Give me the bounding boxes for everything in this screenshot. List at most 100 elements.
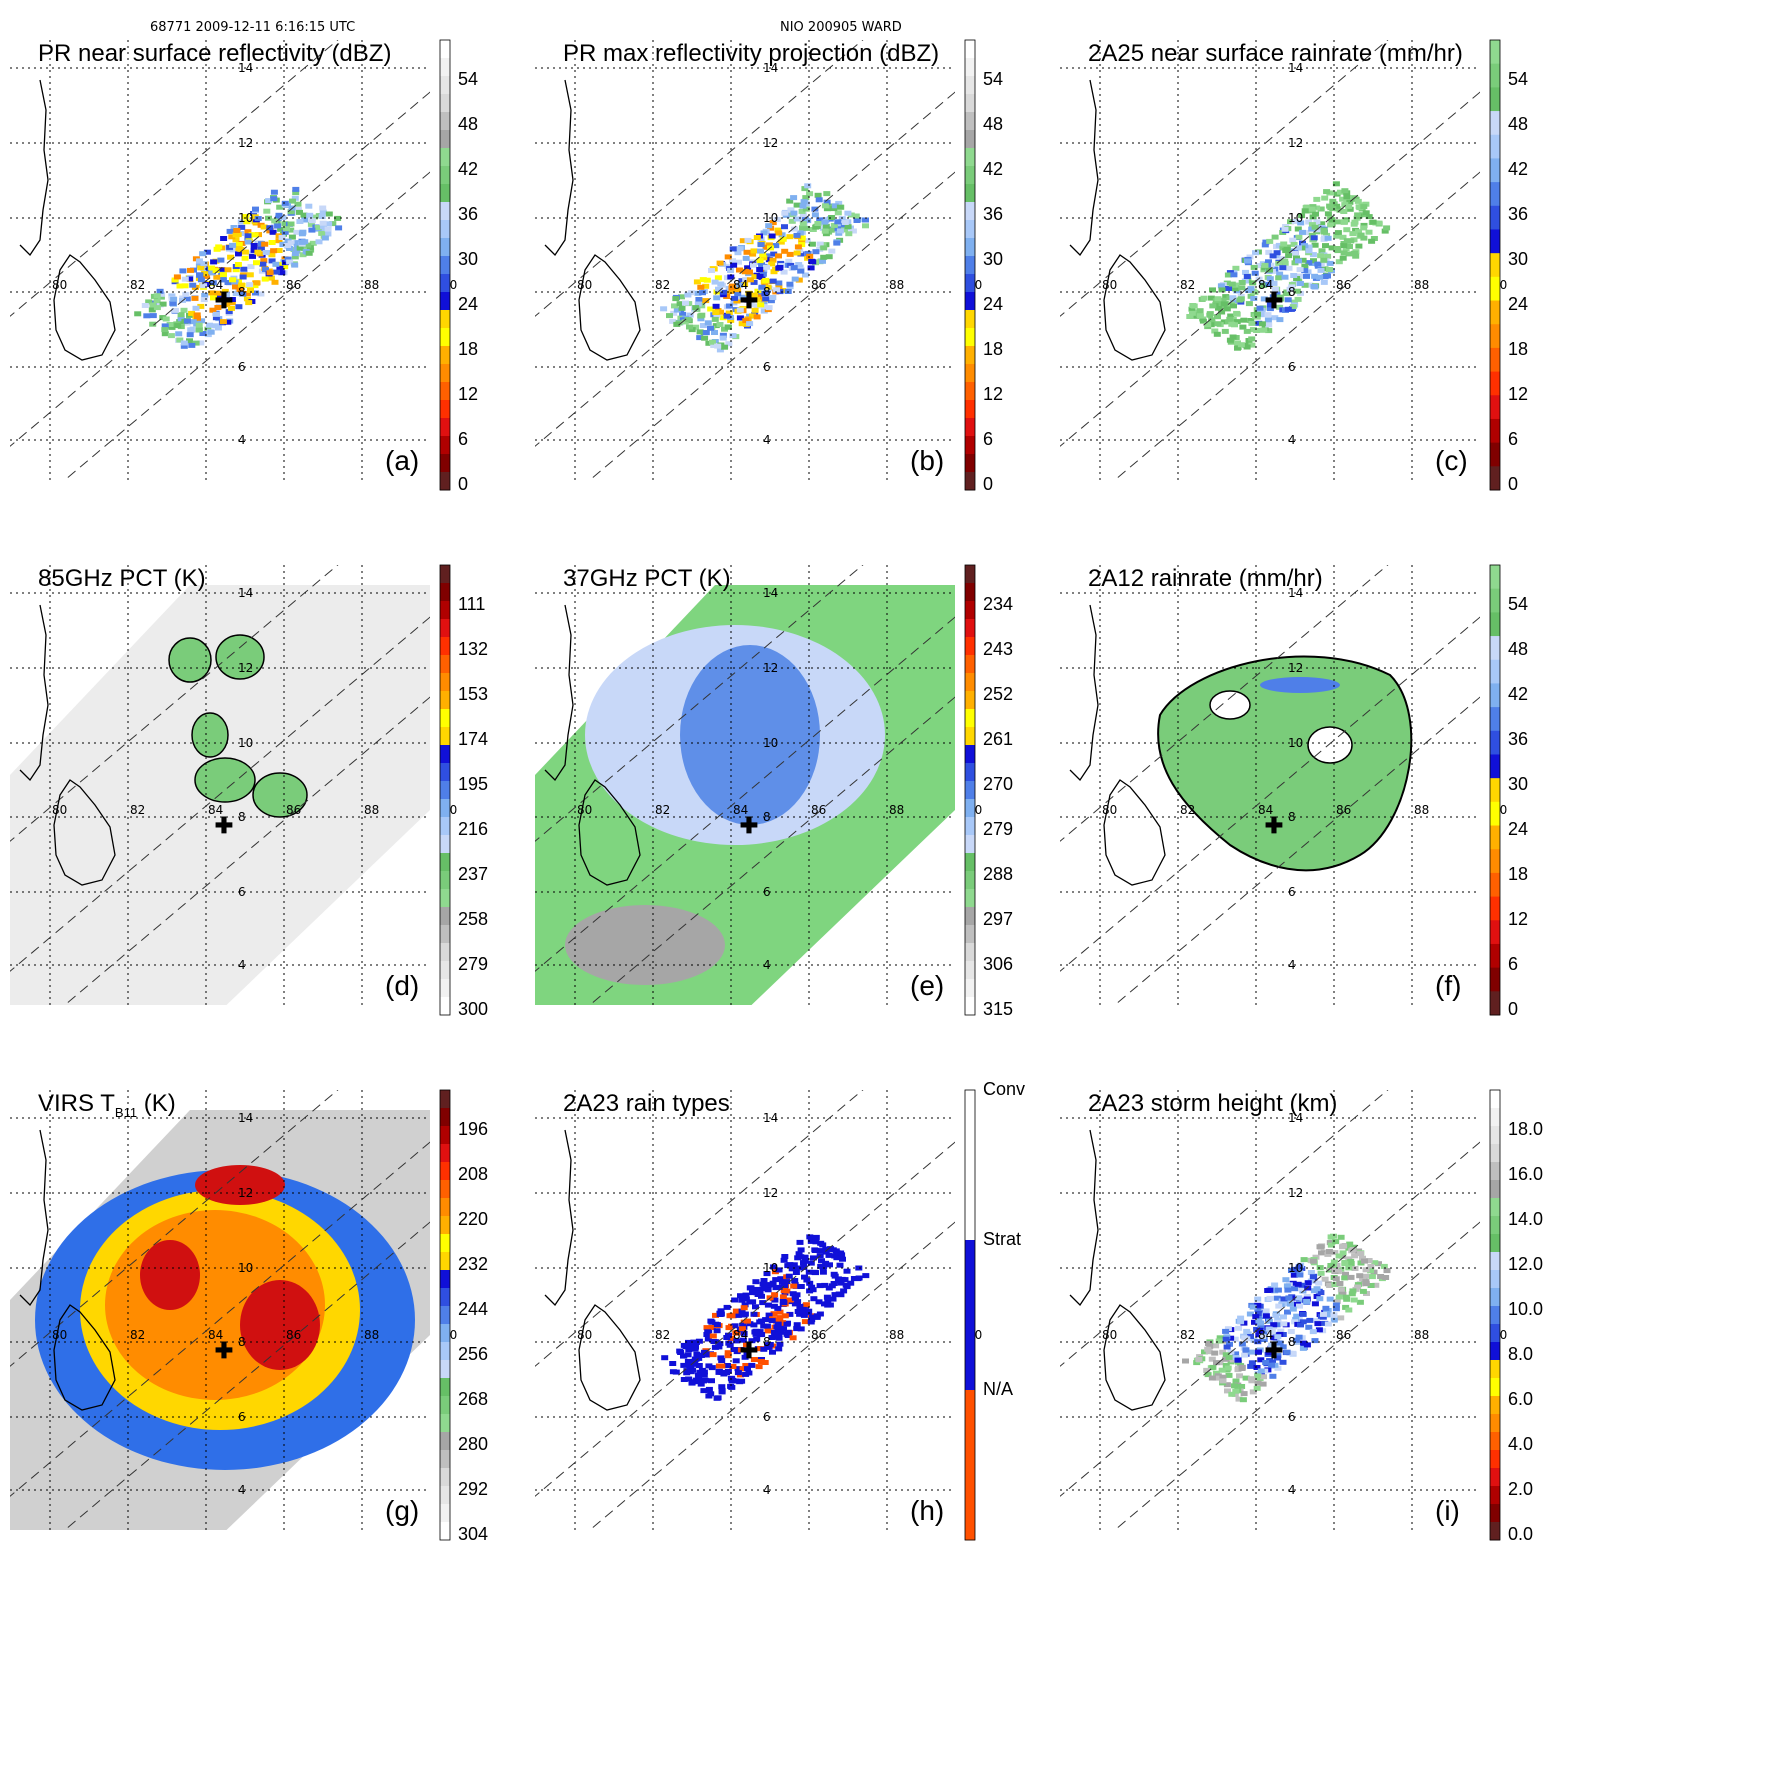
data-pixel — [786, 1311, 794, 1317]
data-pixel — [1231, 1336, 1239, 1342]
data-pixel — [1283, 1349, 1291, 1355]
data-pixel — [298, 239, 306, 245]
data-pixel — [700, 1388, 708, 1394]
data-pixel — [787, 207, 795, 213]
data-pixel — [751, 292, 758, 298]
data-pixel — [803, 238, 811, 244]
data-pixel — [1300, 1257, 1308, 1263]
data-pixel — [672, 296, 680, 302]
data-pixel — [769, 295, 777, 300]
colorbar-segment — [1490, 588, 1500, 613]
data-pixel — [1225, 319, 1233, 325]
colorbar-segment — [965, 727, 975, 746]
data-pixel — [705, 1386, 713, 1392]
data-pixel — [176, 337, 184, 343]
data-pixel — [711, 330, 718, 335]
data-pixel — [804, 218, 812, 224]
data-pixel — [762, 296, 770, 302]
data-pixel — [1242, 269, 1249, 275]
data-pixel — [734, 287, 742, 293]
data-pixel — [1261, 262, 1269, 268]
data-pixel — [187, 267, 194, 273]
data-pixel — [758, 284, 766, 290]
data-pixel — [1222, 1336, 1230, 1342]
data-pixel — [1289, 237, 1297, 243]
data-pixel — [1321, 1276, 1329, 1282]
data-pixel — [1383, 225, 1391, 231]
data-pixel — [232, 291, 240, 296]
data-pixel — [1254, 1339, 1262, 1345]
data-pixel — [713, 295, 721, 301]
data-pixel — [738, 1297, 746, 1303]
data-pixel — [699, 277, 707, 283]
data-pixel — [838, 1276, 846, 1282]
data-pixel — [724, 1350, 732, 1356]
panel-label: (a) — [385, 445, 420, 476]
colorbar-segment — [1490, 1252, 1500, 1271]
data-pixel — [291, 254, 299, 260]
colorbar-segment — [965, 1127, 975, 1147]
data-pixel — [1297, 220, 1305, 226]
colorbar-segment — [965, 40, 975, 59]
data-pixel — [1354, 198, 1362, 204]
lat-tick-label: 10 — [763, 1261, 778, 1275]
data-pixel — [762, 277, 770, 283]
data-pixel — [705, 340, 713, 346]
colorbar-label: 220 — [458, 1209, 489, 1229]
data-pixel — [1250, 296, 1258, 301]
data-pixel — [1232, 1351, 1240, 1357]
colorbar-segment — [965, 472, 975, 491]
data-pixel — [819, 258, 826, 264]
data-pixel — [741, 268, 749, 274]
data-pixel — [1312, 211, 1319, 217]
data-pixel — [1331, 1250, 1339, 1256]
colorbar-segment — [440, 76, 450, 95]
data-pixel — [1318, 1250, 1325, 1256]
data-pixel — [1335, 259, 1343, 265]
data-pixel — [1214, 314, 1221, 320]
colorbar-segment — [965, 130, 975, 149]
colorbar-segment — [440, 763, 450, 782]
lon-tick-label: 80 — [1102, 278, 1117, 292]
data-pixel — [153, 298, 161, 304]
colorbar-segment — [1490, 943, 1500, 969]
swath-edge — [64, 171, 430, 480]
data-pixel — [1220, 319, 1228, 325]
data-pixel — [220, 236, 228, 241]
colorbar-label: 256 — [458, 1344, 489, 1364]
colorbar-frame — [439, 564, 451, 1016]
data-pixel — [1265, 1349, 1273, 1355]
data-pixel — [314, 225, 322, 230]
colorbar-label: 48 — [1508, 639, 1529, 659]
colorbar-segment — [965, 94, 975, 113]
data-pixel — [1255, 1311, 1262, 1316]
data-pixel — [200, 283, 208, 289]
data-pixel — [736, 315, 744, 321]
data-pixel — [723, 313, 731, 319]
data-pixel — [1305, 1324, 1313, 1330]
data-pixel — [223, 292, 230, 298]
data-pixel — [1308, 206, 1316, 212]
data-pixel — [1224, 1326, 1232, 1332]
lon-tick-label: 84 — [733, 803, 748, 817]
data-pixel — [781, 1313, 789, 1319]
data-pixel — [1333, 203, 1341, 209]
data-pixel — [1291, 219, 1299, 224]
lon-tick-label: 88 — [889, 1328, 904, 1342]
data-pixel — [1355, 243, 1363, 249]
data-pixel — [1382, 1275, 1390, 1280]
data-pixel — [1231, 1383, 1238, 1389]
data-pixel — [718, 1363, 726, 1369]
data-pixel — [784, 1263, 792, 1269]
data-pixel — [845, 231, 853, 237]
data-pixel — [1295, 1264, 1303, 1270]
data-pixel — [695, 297, 703, 302]
data-pixel — [836, 228, 844, 234]
data-pixel — [278, 235, 286, 240]
data-pixel — [1337, 189, 1344, 195]
panel-label: (c) — [1435, 445, 1468, 476]
data-pixel — [742, 1292, 750, 1298]
data-pixel — [213, 274, 221, 280]
colorbar-label: 12.0 — [1508, 1254, 1544, 1274]
